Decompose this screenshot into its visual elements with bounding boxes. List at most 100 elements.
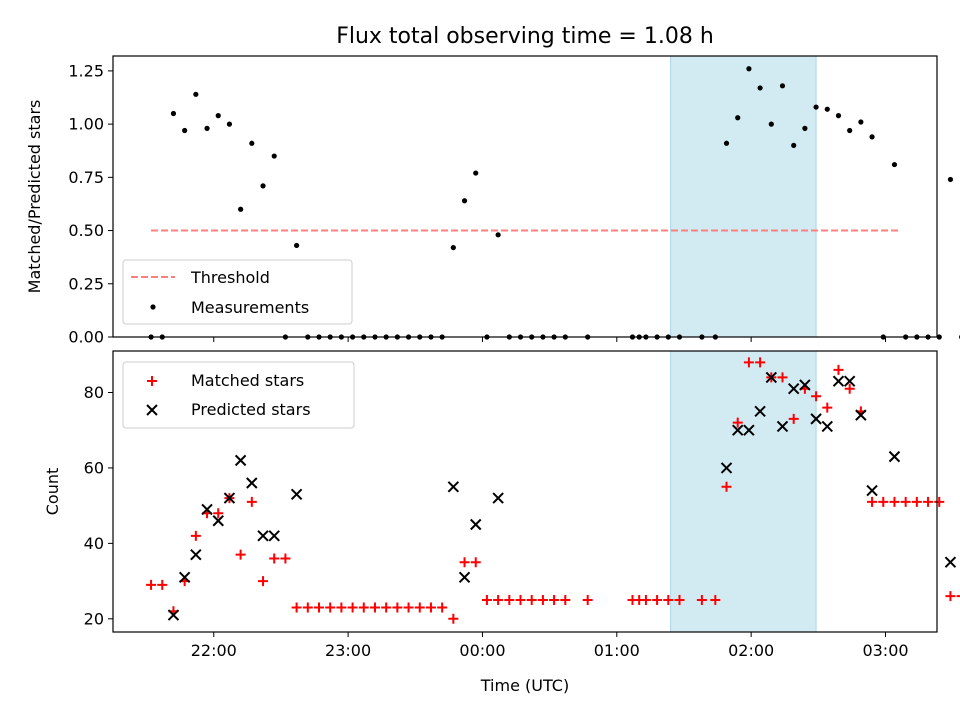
matched-star-point (560, 594, 571, 605)
matched-star-point (788, 413, 799, 424)
matched-star-point (190, 530, 201, 541)
matched-star-point (582, 594, 593, 605)
matched-star-point (526, 594, 537, 605)
legend: Matched stars Predicted stars (122, 361, 355, 429)
matched-star-point (325, 602, 336, 613)
predicted-star-point (832, 375, 845, 387)
matched-star-point (640, 594, 651, 605)
measurement-point (215, 113, 221, 119)
matched-star-point (358, 602, 369, 613)
measurement-point (824, 106, 830, 112)
predicted-star-point (167, 609, 180, 621)
legend-matched-swatch (147, 376, 157, 386)
plot-frame (112, 55, 938, 338)
matched-star-point (822, 402, 833, 413)
predicted-star-point (268, 530, 280, 542)
measurement-point (847, 127, 853, 134)
predicted-star-point (201, 503, 213, 516)
y-axis-label: Count (43, 468, 62, 516)
predicted-star-point (866, 484, 878, 497)
predicted-star-point (720, 462, 733, 474)
ratio-panel: 0.00 0.25 0.50 0.75 1.00 1.25 Matched/Predicte… (25, 55, 960, 347)
count-panel: 20 40 60 80 22:00 23:00 00:00 01:00 02:00 03:00 Co… (43, 350, 960, 660)
x-tick-label: 22:00 (191, 641, 237, 660)
matched-star-point (867, 496, 878, 507)
matched-star-point (302, 602, 313, 613)
predicted-star-point (754, 405, 766, 418)
matched-star-point (934, 496, 945, 507)
matched-star-point (878, 496, 889, 507)
legend-box (122, 361, 355, 429)
matched-star-point (833, 364, 844, 375)
measurement-point (249, 140, 255, 146)
plot-frame (112, 350, 938, 633)
chart-title: Flux total observing time = 1.08 h (336, 24, 714, 49)
measurement-point (450, 244, 456, 251)
measurement-point (757, 85, 763, 91)
predicted-star-point (888, 450, 901, 463)
matched-star-point (721, 481, 732, 492)
x-tick-label: 03:00 (862, 641, 908, 660)
legend-box (122, 259, 353, 325)
predicted-star-point (223, 492, 236, 504)
matched-star-point (777, 372, 788, 383)
x-tick-label: 02:00 (728, 641, 774, 660)
matched-star-point (956, 595, 960, 598)
predicted-star-point (178, 571, 191, 584)
measurement-point (802, 125, 808, 131)
legend-measurements-swatch (150, 304, 156, 310)
matched-star-point (515, 594, 526, 605)
predicted-star-point (855, 409, 867, 421)
x-tick-label: 23:00 (325, 641, 371, 660)
y-tick-label: 1.25 (68, 61, 104, 80)
predicted-star-point (799, 379, 811, 391)
predicted-star-point (765, 371, 778, 384)
matched-star-point (481, 594, 492, 605)
predicted-star-point (212, 515, 224, 527)
matched-star-point (743, 357, 754, 368)
matched-star-point (945, 591, 956, 602)
measurement-point (294, 242, 300, 249)
measurement-point (723, 140, 730, 146)
predicted-star-point (458, 571, 471, 584)
legend-predicted-label: Predicted stars (191, 400, 311, 419)
shaded-interval (670, 55, 817, 338)
measurement-point (791, 142, 797, 149)
matched-star-point (900, 496, 911, 507)
measurement-point (226, 121, 233, 127)
shaded-interval (670, 350, 817, 633)
y-axis-label: Matched/Predicted stars (25, 100, 44, 294)
matched-star-point (425, 602, 436, 613)
measurement-point (193, 91, 199, 97)
matched-star-point (504, 594, 515, 605)
predicted-star-point (246, 477, 258, 489)
matched-star-point (674, 594, 685, 605)
matched-star-point (213, 508, 224, 519)
measurement-point (735, 115, 741, 121)
matched-star-point (269, 553, 280, 564)
predicted-star-point (190, 548, 202, 561)
matched-star-point (470, 557, 481, 568)
matched-star-point (314, 602, 324, 613)
matched-star-point (710, 594, 721, 605)
matched-star-point (280, 553, 291, 564)
legend-matched-label: Matched stars (191, 371, 304, 390)
matched-star-point (347, 602, 358, 613)
matched-star-point (844, 383, 855, 394)
measurement-point (936, 334, 942, 340)
matched-star-point (414, 602, 425, 613)
measurement-point (182, 127, 188, 134)
y-tick-label: 80 (84, 383, 104, 402)
predicted-star-point (290, 488, 303, 501)
predicted-star-point (234, 454, 247, 467)
matched-star-point (146, 579, 157, 590)
matched-star-point (459, 557, 470, 568)
measurement-point (835, 113, 842, 119)
measurement-point (204, 125, 210, 131)
measurement-point (260, 183, 266, 189)
measurement-point (238, 206, 244, 212)
x-tick-label: 00:00 (459, 641, 505, 660)
x-tick-label: 01:00 (594, 641, 640, 660)
predicted-star-point (257, 530, 269, 542)
